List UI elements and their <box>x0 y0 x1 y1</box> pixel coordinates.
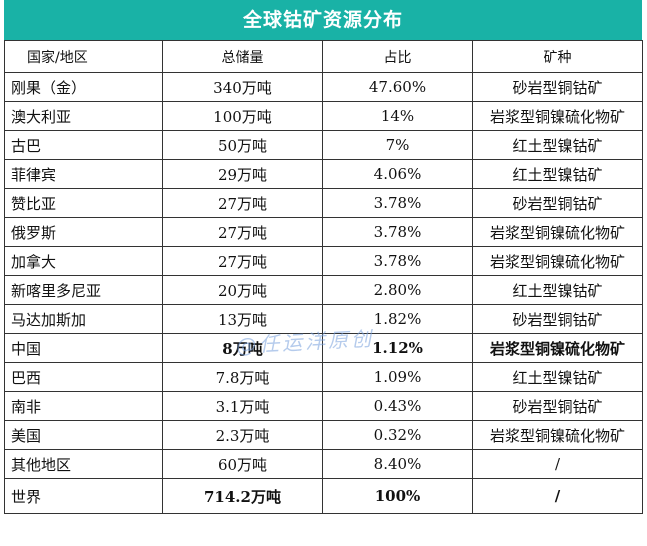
row-region: 中国 <box>4 333 163 363</box>
cobalt-distribution-table: 全球钴矿资源分布 国家/地区 总储量 占比 矿种 刚果（金） 340万吨 47.60… <box>4 0 643 514</box>
row-type: 岩浆型铜镍硫化物矿 <box>472 217 643 247</box>
header-reserve: 总储量 <box>162 40 323 73</box>
row-reserve: 8万吨 <box>162 333 323 363</box>
row-type: / <box>472 478 643 514</box>
table-row: 南非 3.1万吨 0.43% 砂岩型铜钴矿 <box>4 391 643 421</box>
row-reserve: 27万吨 <box>162 246 323 276</box>
row-share: 1.12% <box>322 333 473 363</box>
row-region: 美国 <box>4 420 163 450</box>
row-region: 俄罗斯 <box>4 217 163 247</box>
data-table: 国家/地区 总储量 占比 矿种 刚果（金） 340万吨 47.60% 砂岩型铜钴矿 澳大… <box>4 40 643 514</box>
header-share: 占比 <box>322 40 473 73</box>
row-share: 100% <box>322 478 473 514</box>
row-region: 菲律宾 <box>4 159 163 189</box>
row-share: 7% <box>322 130 473 160</box>
row-type: 砂岩型铜钴矿 <box>472 188 643 218</box>
row-type: 岩浆型铜镍硫化物矿 <box>472 101 643 131</box>
row-reserve: 714.2万吨 <box>162 478 323 514</box>
row-reserve: 100万吨 <box>162 101 323 131</box>
row-reserve: 7.8万吨 <box>162 362 323 392</box>
table-row: 巴西 7.8万吨 1.09% 红土型镍钴矿 <box>4 362 643 392</box>
row-region: 赞比亚 <box>4 188 163 218</box>
table-row: 菲律宾 29万吨 4.06% 红土型镍钴矿 <box>4 159 643 189</box>
row-region: 巴西 <box>4 362 163 392</box>
table-row: 其他地区 60万吨 8.40% / <box>4 449 643 479</box>
row-share: 47.60% <box>322 72 473 102</box>
row-share: 14% <box>322 101 473 131</box>
table-row: 古巴 50万吨 7% 红土型镍钴矿 <box>4 130 643 160</box>
row-region: 新喀里多尼亚 <box>4 275 163 305</box>
row-type: 岩浆型铜镍硫化物矿 <box>472 420 643 450</box>
row-share: 3.78% <box>322 217 473 247</box>
row-type: 红土型镍钴矿 <box>472 159 643 189</box>
row-region: 刚果（金） <box>4 72 163 102</box>
row-share: 0.43% <box>322 391 473 421</box>
row-reserve: 20万吨 <box>162 275 323 305</box>
row-reserve: 2.3万吨 <box>162 420 323 450</box>
row-type: 砂岩型铜钴矿 <box>472 72 643 102</box>
row-share: 2.80% <box>322 275 473 305</box>
table-row: 新喀里多尼亚 20万吨 2.80% 红土型镍钴矿 <box>4 275 643 305</box>
table-row: 美国 2.3万吨 0.32% 岩浆型铜镍硫化物矿 <box>4 420 643 450</box>
row-reserve: 3.1万吨 <box>162 391 323 421</box>
row-region: 加拿大 <box>4 246 163 276</box>
row-region: 南非 <box>4 391 163 421</box>
row-type: 红土型镍钴矿 <box>472 362 643 392</box>
row-share: 4.06% <box>322 159 473 189</box>
row-share: 1.09% <box>322 362 473 392</box>
row-share: 3.78% <box>322 246 473 276</box>
row-region: 世界 <box>4 478 163 514</box>
row-reserve: 27万吨 <box>162 217 323 247</box>
row-reserve: 340万吨 <box>162 72 323 102</box>
table-row: 加拿大 27万吨 3.78% 岩浆型铜镍硫化物矿 <box>4 246 643 276</box>
row-reserve: 29万吨 <box>162 159 323 189</box>
row-reserve: 60万吨 <box>162 449 323 479</box>
header-row: 国家/地区 总储量 占比 矿种 <box>4 40 643 73</box>
table-row: 刚果（金） 340万吨 47.60% 砂岩型铜钴矿 <box>4 72 643 102</box>
row-reserve: 50万吨 <box>162 130 323 160</box>
row-type: 砂岩型铜钴矿 <box>472 304 643 334</box>
table-row: 赞比亚 27万吨 3.78% 砂岩型铜钴矿 <box>4 188 643 218</box>
row-share: 3.78% <box>322 188 473 218</box>
row-type: / <box>472 449 643 479</box>
row-reserve: 27万吨 <box>162 188 323 218</box>
table-row: 俄罗斯 27万吨 3.78% 岩浆型铜镍硫化物矿 <box>4 217 643 247</box>
row-share: 0.32% <box>322 420 473 450</box>
row-region: 马达加斯加 <box>4 304 163 334</box>
row-type: 岩浆型铜镍硫化物矿 <box>472 246 643 276</box>
row-region: 澳大利亚 <box>4 101 163 131</box>
header-region: 国家/地区 <box>4 40 163 73</box>
table-row: 中国 8万吨 1.12% 岩浆型铜镍硫化物矿 <box>4 333 643 363</box>
table-row: 世界 714.2万吨 100% / <box>4 478 643 514</box>
row-share: 8.40% <box>322 449 473 479</box>
table-row: 马达加斯加 13万吨 1.82% 砂岩型铜钴矿 <box>4 304 643 334</box>
header-type: 矿种 <box>472 40 643 73</box>
row-region: 古巴 <box>4 130 163 160</box>
row-reserve: 13万吨 <box>162 304 323 334</box>
table-row: 澳大利亚 100万吨 14% 岩浆型铜镍硫化物矿 <box>4 101 643 131</box>
row-share: 1.82% <box>322 304 473 334</box>
row-region: 其他地区 <box>4 449 163 479</box>
table-title: 全球钴矿资源分布 <box>4 0 642 40</box>
row-type: 红土型镍钴矿 <box>472 275 643 305</box>
row-type: 红土型镍钴矿 <box>472 130 643 160</box>
row-type: 岩浆型铜镍硫化物矿 <box>472 333 643 363</box>
row-type: 砂岩型铜钴矿 <box>472 391 643 421</box>
